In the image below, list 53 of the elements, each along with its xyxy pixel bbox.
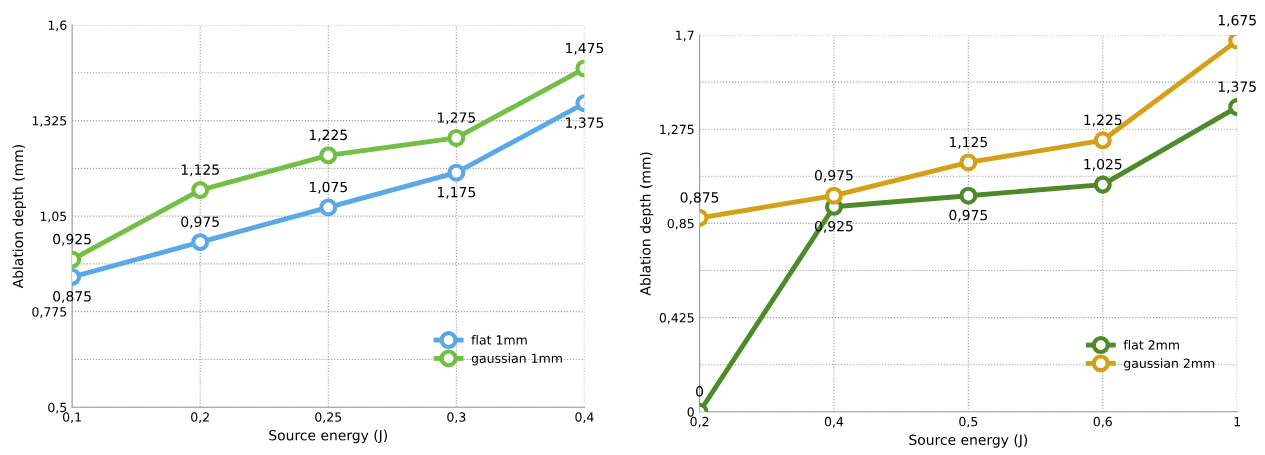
point: [1093, 175, 1112, 194]
x-tick-label: 0,3: [447, 412, 466, 424]
data-label: 1,375: [1218, 81, 1256, 94]
point: [959, 153, 978, 172]
x-tick-label: 0,6: [1093, 416, 1112, 428]
x-tick-label: 0,5: [959, 416, 978, 428]
y-tick-label: 0,85: [667, 218, 694, 230]
legend-label: flat 2mm: [1123, 339, 1179, 350]
data-label: 1,125: [181, 164, 219, 177]
y-axis-title: Ablation depth (mm): [639, 152, 654, 296]
x-tick-label: 0,4: [575, 412, 594, 424]
data-label: 1,475: [566, 42, 604, 55]
y-tick-label: 1,275: [660, 124, 694, 136]
data-label: 1,275: [437, 112, 476, 125]
y-tick-label: 1,325: [32, 116, 67, 127]
y-tick-label: 1,05: [40, 211, 67, 223]
data-label: 1,075: [309, 181, 347, 194]
data-label: 1,175: [437, 187, 476, 199]
x-tick-label: 0,25: [315, 412, 342, 424]
y-tick-label: 1,7: [676, 30, 694, 42]
y-tick-label: 0,425: [659, 313, 694, 324]
data-label: 0,875: [53, 291, 91, 303]
data-label: 1,225: [1084, 114, 1122, 127]
data-label: 0,875: [680, 192, 719, 205]
legend-label: flat 1mm: [471, 334, 527, 345]
point: [1093, 131, 1112, 150]
point: [959, 186, 978, 205]
x-tick-label: 0,2: [191, 412, 209, 424]
point: [319, 198, 338, 217]
data-label: 1,225: [309, 129, 347, 142]
y-tick-label: 1,6: [48, 20, 67, 32]
y-tick-label: 0,5: [48, 402, 67, 414]
x-tick-label: 0,4: [824, 416, 844, 428]
x-tick-label: 1: [1234, 417, 1240, 427]
data-label: 0,975: [181, 216, 219, 229]
x-axis-title: Source energy (J): [269, 429, 387, 444]
x-tick-label: 0,1: [62, 412, 81, 424]
legend-label: gaussian 1mm: [471, 353, 562, 366]
data-label: 1,025: [1084, 158, 1122, 171]
x-tick-label: 0,2: [690, 416, 709, 428]
point: [319, 146, 338, 165]
data-label: 0,925: [53, 233, 91, 246]
x-axis-title: Source energy (J): [909, 434, 1028, 448]
data-label: 1,375: [566, 117, 604, 130]
data-label: 1,675: [1218, 14, 1256, 27]
data-label: 0: [696, 386, 704, 397]
data-label: 0,975: [814, 170, 853, 182]
data-label: 0,975: [949, 209, 988, 222]
y-tick-label: 0,775: [32, 307, 67, 318]
y-axis-title: Ablation depth (mm): [12, 145, 26, 289]
legend-label: gaussian 2mm: [1123, 358, 1215, 371]
y-tick-label: 0: [687, 407, 694, 417]
data-label: 1,125: [950, 136, 988, 149]
